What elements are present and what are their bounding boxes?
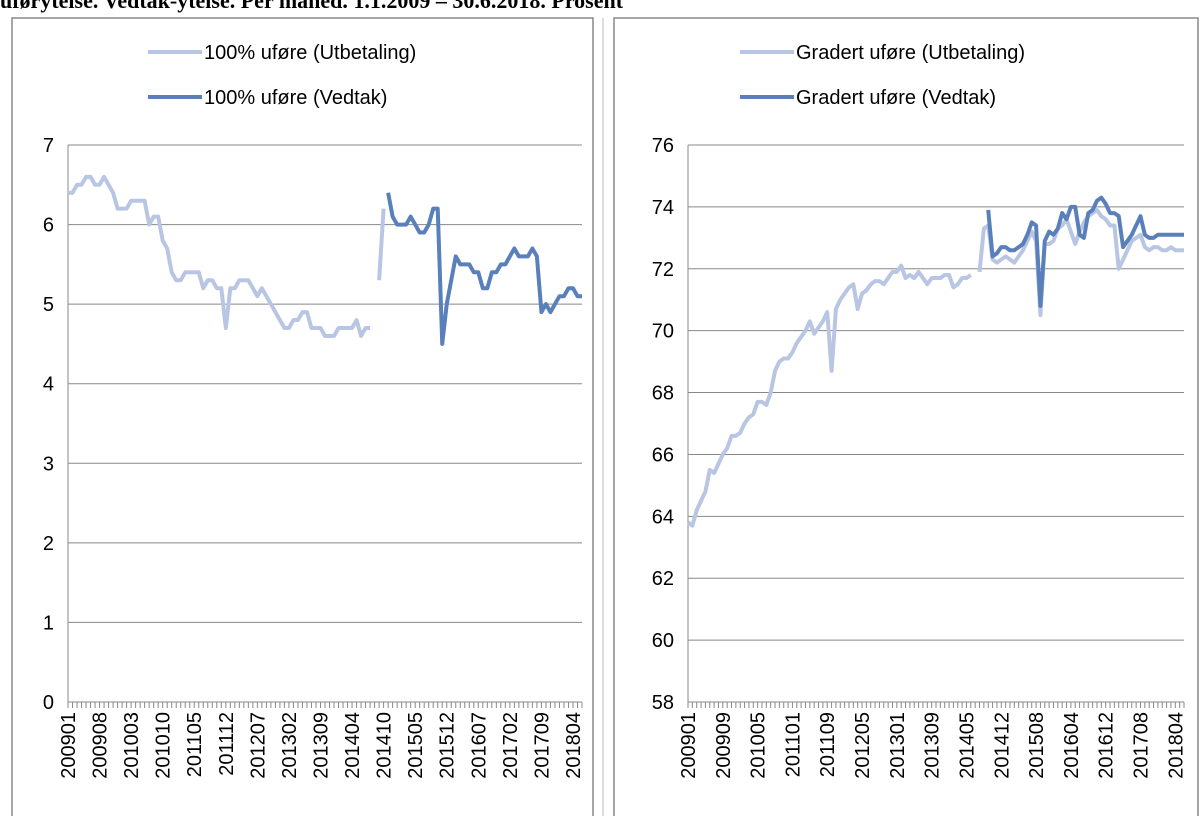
y-tick-label: 7 bbox=[43, 135, 54, 157]
x-tick-label: 200908 bbox=[90, 712, 112, 779]
x-tick-label: 201405 bbox=[956, 712, 978, 779]
y-tick-label: 4 bbox=[43, 374, 54, 396]
y-tick-label: 1 bbox=[43, 612, 54, 634]
y-tick-label: 66 bbox=[652, 444, 674, 466]
y-tick-label: 2 bbox=[43, 533, 54, 555]
legend-label: Gradert uføre (Vedtak) bbox=[796, 87, 996, 109]
y-tick-label: 76 bbox=[652, 135, 674, 157]
y-tick-label: 60 bbox=[652, 630, 674, 652]
x-tick-label: 201702 bbox=[500, 712, 522, 779]
series-line bbox=[386, 192, 582, 346]
series-line bbox=[686, 207, 1184, 528]
x-tick-label: 201508 bbox=[1026, 712, 1048, 779]
y-tick-label: 3 bbox=[43, 453, 54, 475]
x-tick-label: 200901 bbox=[678, 712, 700, 779]
legend-label: Gradert uføre (Utbetaling) bbox=[796, 42, 1025, 64]
x-tick-label: 201207 bbox=[247, 712, 269, 779]
x-tick-label: 201612 bbox=[1096, 712, 1118, 779]
panel-border bbox=[11, 17, 594, 816]
y-tick-label: 6 bbox=[43, 215, 54, 237]
x-tick-label: 201003 bbox=[121, 712, 143, 779]
x-tick-label: 201607 bbox=[468, 712, 490, 779]
y-tick-label: 74 bbox=[652, 197, 674, 219]
legend-label: 100% uføre (Utbetaling) bbox=[204, 42, 416, 64]
x-tick-label: 201205 bbox=[852, 712, 874, 779]
x-tick-label: 201404 bbox=[342, 712, 364, 779]
y-tick-label: 72 bbox=[652, 259, 674, 281]
y-tick-label: 5 bbox=[43, 294, 54, 316]
y-tick-label: 0 bbox=[43, 692, 54, 714]
x-tick-label: 200901 bbox=[58, 712, 80, 779]
x-tick-label: 201302 bbox=[279, 712, 301, 779]
x-tick-label: 201804 bbox=[563, 712, 585, 779]
panel-border bbox=[613, 17, 1199, 816]
y-tick-label: 70 bbox=[652, 321, 674, 343]
x-tick-label: 201301 bbox=[887, 712, 909, 779]
x-tick-label: 201101 bbox=[782, 712, 804, 777]
x-tick-label: 201505 bbox=[405, 712, 427, 779]
y-tick-label: 68 bbox=[652, 383, 674, 405]
series-line bbox=[68, 174, 386, 338]
series-line bbox=[986, 195, 1184, 308]
x-tick-label: 201708 bbox=[1130, 712, 1152, 779]
x-tick-label: 201005 bbox=[748, 712, 770, 779]
x-tick-label: 201309 bbox=[310, 712, 332, 779]
x-tick-label: 201105 bbox=[184, 712, 206, 777]
y-tick-label: 62 bbox=[652, 568, 674, 590]
x-tick-label: 201109 bbox=[817, 712, 839, 777]
x-tick-label: 201010 bbox=[153, 712, 175, 779]
page-title: uførytelse. Vedtak-ytelse. Per måned. 1.… bbox=[0, 0, 624, 13]
x-tick-label: 201412 bbox=[991, 712, 1013, 779]
y-tick-label: 64 bbox=[652, 506, 674, 528]
x-tick-label: 201309 bbox=[922, 712, 944, 779]
x-tick-label: 201804 bbox=[1165, 712, 1187, 779]
x-tick-label: 201112 bbox=[216, 712, 238, 776]
x-tick-label: 201604 bbox=[1061, 712, 1083, 779]
x-tick-label: 200909 bbox=[713, 712, 735, 779]
x-tick-label: 201709 bbox=[531, 712, 553, 779]
x-tick-label: 201410 bbox=[374, 712, 396, 779]
legend-label: 100% uføre (Vedtak) bbox=[204, 87, 387, 109]
y-tick-label: 58 bbox=[652, 692, 674, 714]
x-tick-label: 201512 bbox=[437, 712, 459, 779]
